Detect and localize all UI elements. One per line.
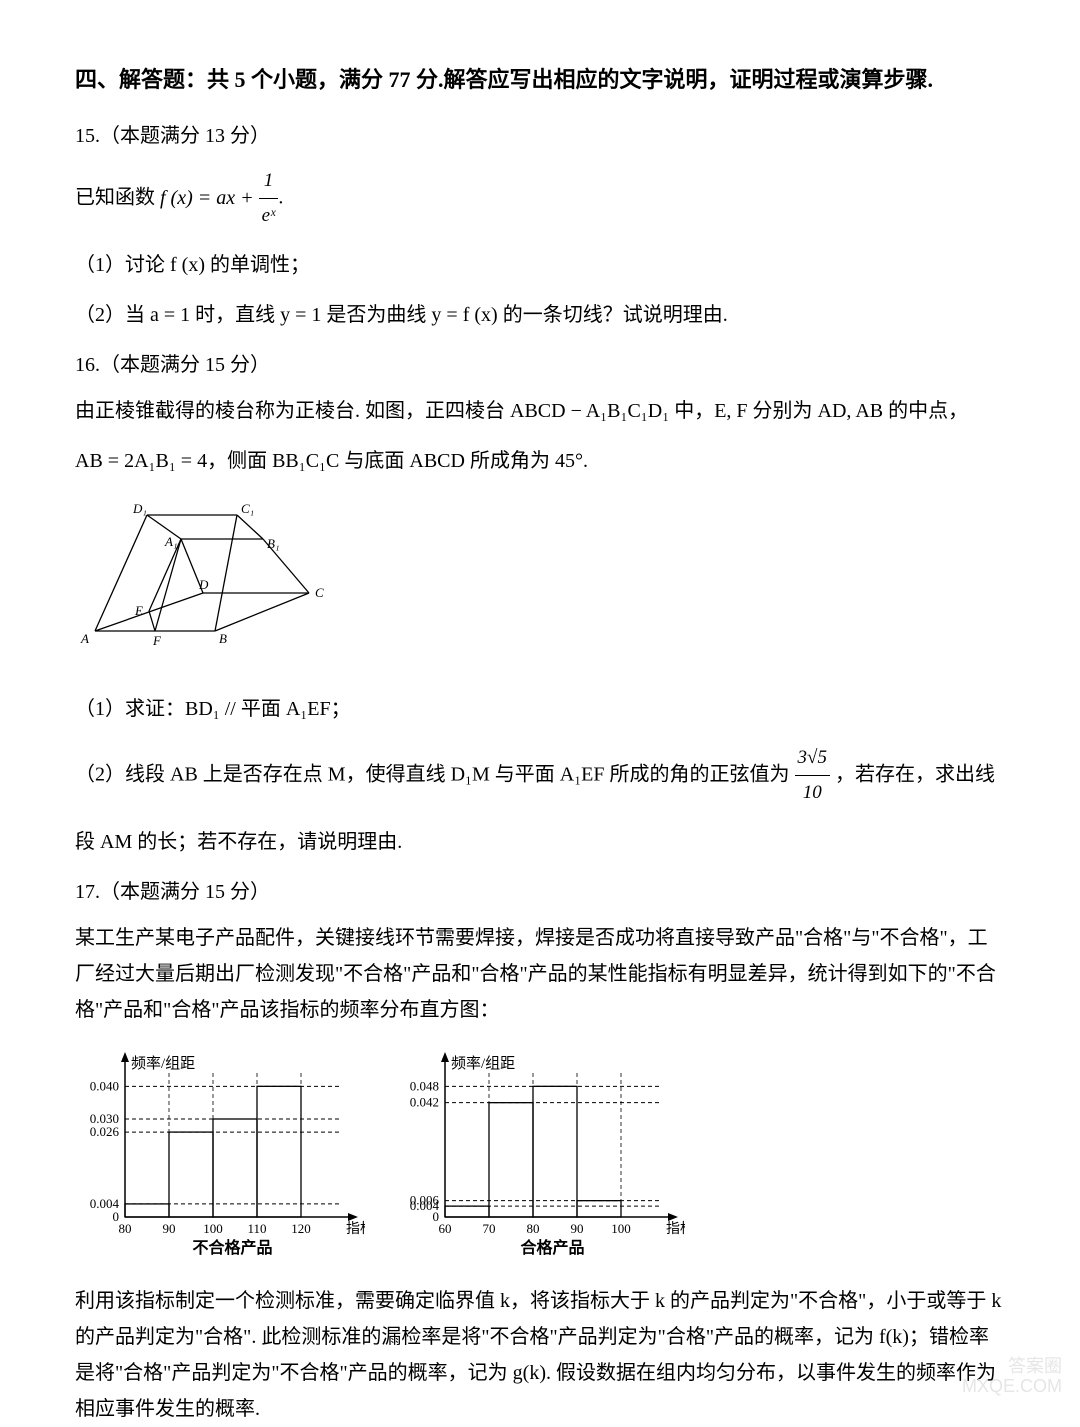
svg-text:指标: 指标 <box>346 1221 365 1237</box>
svg-text:E: E <box>134 603 143 618</box>
svg-text:0.048: 0.048 <box>410 1079 439 1094</box>
q17-para1: 某工生产某电子产品配件，关键接线环节需要焊接，焊接是否成功将直接导致产品"合格"… <box>75 920 1005 1028</box>
frustum-svg: D₁ C₁ B₁ A₁ A B C D EF <box>75 493 335 663</box>
svg-text:频率/组距: 频率/组距 <box>451 1055 515 1072</box>
chart-unqualified: 频率/组距00.0040.0260.0300.0408090100110120指… <box>75 1042 365 1267</box>
q16-p1: （1）求证：BD₁ // 平面 A₁EF； <box>75 691 1005 727</box>
watermark-l1: 答案圈 <box>962 1356 1062 1377</box>
svg-text:70: 70 <box>483 1221 496 1236</box>
q16-p2-post: ，若存在，求出线 <box>835 763 995 785</box>
svg-text:80: 80 <box>527 1221 540 1236</box>
svg-text:90: 90 <box>163 1221 176 1236</box>
svg-text:80: 80 <box>119 1221 132 1236</box>
q16-frac-num: 3√5 <box>795 741 830 776</box>
q15-marks: 15.（本题满分 13 分） <box>75 118 1005 154</box>
q16-p2-line2: 段 AM 的长；若不存在，请说明理由. <box>75 824 1005 860</box>
svg-text:110: 110 <box>247 1221 266 1236</box>
svg-text:D₁: D₁ <box>132 501 147 516</box>
q16-p2: （2）线段 AB 上是否存在点 M，使得直线 D₁M 与平面 A₁EF 所成的角… <box>75 741 1005 810</box>
svg-text:指标: 指标 <box>666 1221 685 1237</box>
q15-frac: 1 eˣ <box>259 164 279 233</box>
charts-row: 频率/组距00.0040.0260.0300.0408090100110120指… <box>75 1042 1005 1267</box>
q16-frac-den: 10 <box>795 776 830 810</box>
q15-frac-den: eˣ <box>259 199 279 233</box>
svg-text:120: 120 <box>291 1221 311 1236</box>
q17-marks: 17.（本题满分 15 分） <box>75 874 1005 910</box>
svg-text:D: D <box>198 577 209 592</box>
q17-para2: 利用该指标制定一个检测标准，需要确定临界值 k，将该指标大于 k 的产品判定为"… <box>75 1283 1005 1427</box>
q16-marks: 16.（本题满分 15 分） <box>75 347 1005 383</box>
svg-text:C: C <box>315 585 324 600</box>
q15-line1: 已知函数 f (x) = ax + 1 eˣ . <box>75 164 1005 233</box>
svg-text:0.006: 0.006 <box>410 1193 440 1208</box>
watermark-l2: MXQE.COM <box>962 1376 1062 1397</box>
q15-pre: 已知函数 <box>75 186 160 208</box>
svg-text:90: 90 <box>571 1221 584 1236</box>
svg-text:0.004: 0.004 <box>90 1196 120 1211</box>
svg-text:F: F <box>152 633 162 648</box>
q15-frac-num: 1 <box>259 164 279 199</box>
svg-text:A: A <box>80 631 89 646</box>
svg-text:0.030: 0.030 <box>90 1111 119 1126</box>
q16-figure: D₁ C₁ B₁ A₁ A B C D EF <box>75 493 1005 675</box>
svg-text:0.042: 0.042 <box>410 1095 439 1110</box>
svg-text:频率/组距: 频率/组距 <box>131 1055 195 1072</box>
q15-p1: （1）讨论 f (x) 的单调性； <box>75 247 1005 283</box>
svg-text:100: 100 <box>203 1221 223 1236</box>
watermark: 答案圈 MXQE.COM <box>962 1356 1062 1397</box>
q15-dot: . <box>278 186 283 208</box>
chart-qualified: 频率/组距00.0040.0060.0420.04860708090100指标合… <box>395 1042 685 1267</box>
q16-frac: 3√5 10 <box>795 741 830 810</box>
q16-line1: 由正棱锥截得的棱台称为正棱台. 如图，正四棱台 ABCD − A₁B₁C₁D₁ … <box>75 393 1005 429</box>
svg-text:A₁: A₁ <box>164 534 177 549</box>
svg-text:0.026: 0.026 <box>90 1124 120 1139</box>
q16-line2: AB = 2A₁B₁ = 4，侧面 BB₁C₁C 与底面 ABCD 所成角为 4… <box>75 443 1005 479</box>
section-heading: 四、解答题：共 5 个小题，满分 77 分.解答应写出相应的文字说明，证明过程或… <box>75 60 1005 100</box>
svg-text:合格产品: 合格产品 <box>520 1238 584 1257</box>
svg-text:60: 60 <box>439 1221 452 1236</box>
svg-text:B₁: B₁ <box>267 536 279 551</box>
q15-p2: （2）当 a = 1 时，直线 y = 1 是否为曲线 y = f (x) 的一… <box>75 297 1005 333</box>
svg-text:0.040: 0.040 <box>90 1079 119 1094</box>
q16-p2-pre: （2）线段 AB 上是否存在点 M，使得直线 D₁M 与平面 A₁EF 所成的角… <box>75 763 795 785</box>
svg-text:不合格产品: 不合格产品 <box>192 1238 272 1257</box>
q15-func: f (x) = ax + <box>160 180 254 216</box>
svg-text:100: 100 <box>611 1221 631 1236</box>
svg-text:B: B <box>219 631 227 646</box>
svg-text:C₁: C₁ <box>241 501 254 516</box>
